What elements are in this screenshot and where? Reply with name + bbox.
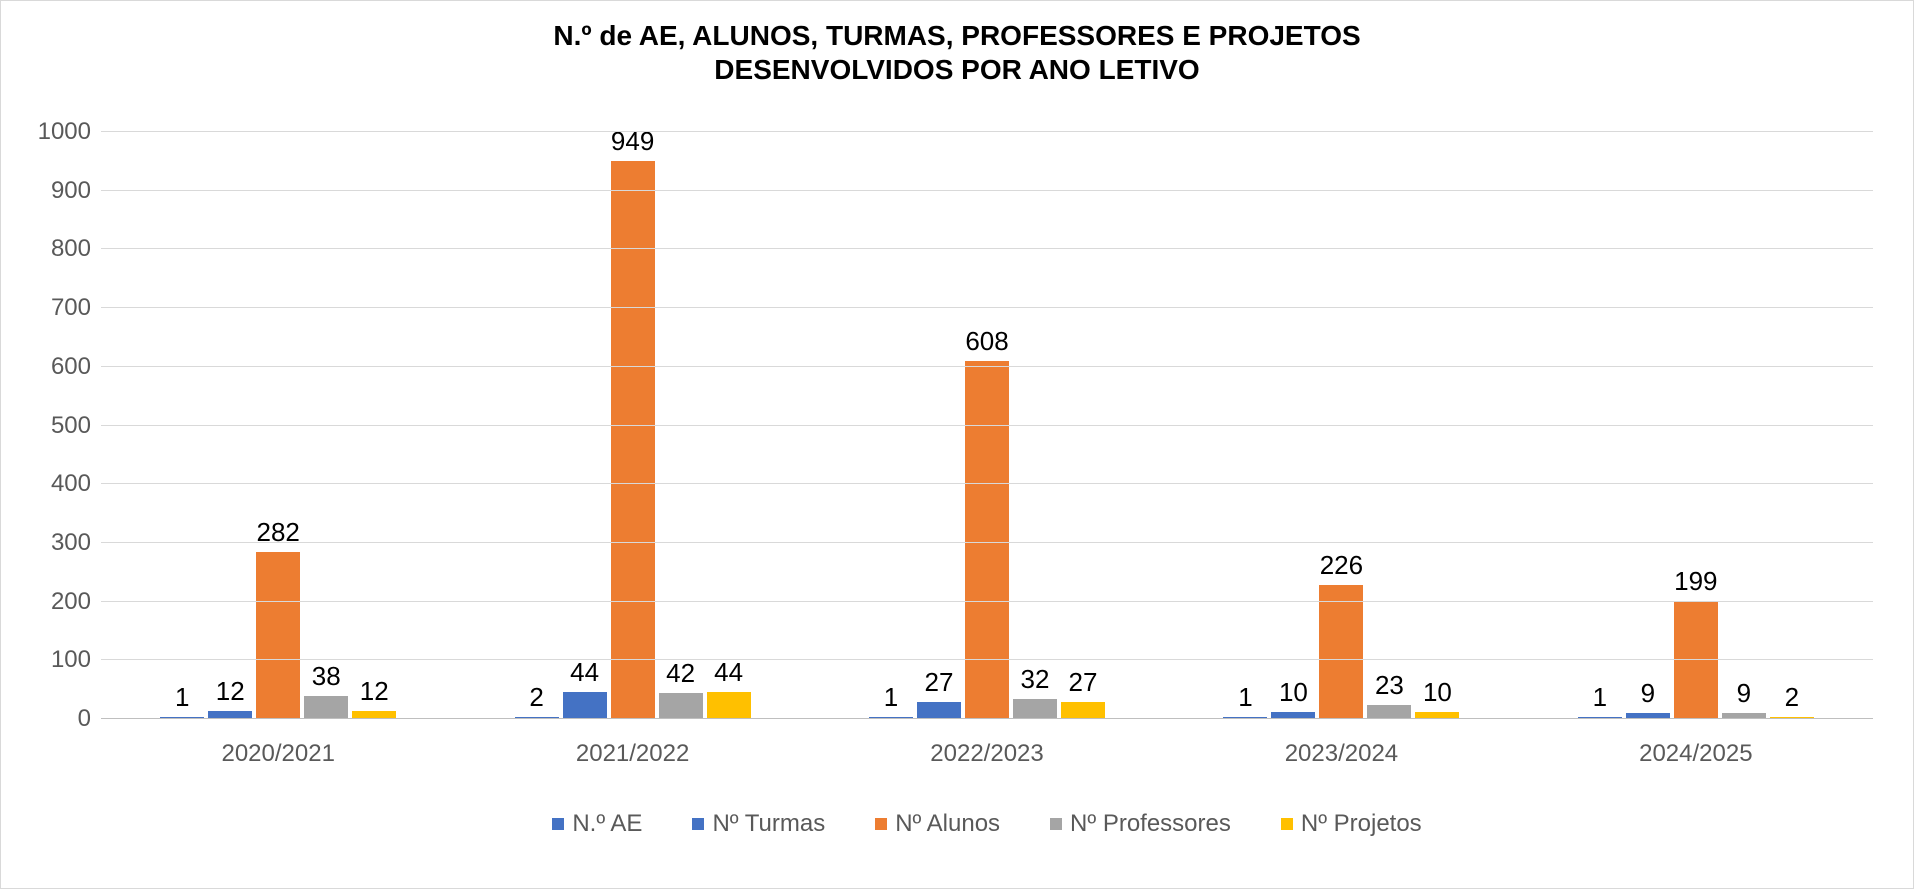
value-label: 1 bbox=[1593, 682, 1607, 717]
bar-proj: 12 bbox=[352, 711, 396, 718]
chart-title: N.º de AE, ALUNOS, TURMAS, PROFESSORES E… bbox=[21, 19, 1893, 86]
x-tick-label: 2023/2024 bbox=[1164, 740, 1518, 768]
value-label: 44 bbox=[570, 657, 599, 692]
value-label: 44 bbox=[714, 657, 743, 692]
gridline: 400 bbox=[101, 483, 1873, 484]
legend-item-proj: Nº Projetos bbox=[1281, 810, 1422, 838]
bar-proj: 44 bbox=[707, 692, 751, 718]
value-label: 32 bbox=[1021, 664, 1050, 699]
y-tick-label: 600 bbox=[51, 353, 101, 381]
chart-title-line2: DESENVOLVIDOS POR ANO LETIVO bbox=[21, 53, 1893, 87]
y-tick-label: 900 bbox=[51, 177, 101, 205]
bar-prof: 32 bbox=[1013, 699, 1057, 718]
x-tick-label: 2020/2021 bbox=[101, 740, 455, 768]
legend-item-ae: N.º AE bbox=[552, 810, 642, 838]
x-tick-label: 2021/2022 bbox=[455, 740, 809, 768]
legend: N.º AE Nº Turmas Nº Alunos Nº Professores Nº… bbox=[101, 810, 1873, 838]
legend-swatch bbox=[875, 818, 887, 830]
gridline: 700 bbox=[101, 307, 1873, 308]
y-tick-label: 400 bbox=[51, 470, 101, 498]
gridline: 100 bbox=[101, 659, 1873, 660]
legend-item-turmas: Nº Turmas bbox=[692, 810, 825, 838]
legend-swatch bbox=[1050, 818, 1062, 830]
legend-label: Nº Professores bbox=[1070, 810, 1231, 838]
x-tick-label: 2024/2025 bbox=[1519, 740, 1873, 768]
value-label: 23 bbox=[1375, 670, 1404, 705]
bar-alunos: 282 bbox=[256, 552, 300, 718]
value-label: 282 bbox=[257, 517, 300, 552]
value-label: 1 bbox=[175, 682, 189, 717]
gridline: 600 bbox=[101, 366, 1873, 367]
chart-title-line1: N.º de AE, ALUNOS, TURMAS, PROFESSORES E… bbox=[21, 19, 1893, 53]
bar-alunos: 949 bbox=[611, 161, 655, 718]
gridline: 500 bbox=[101, 425, 1873, 426]
legend-swatch bbox=[1281, 818, 1293, 830]
bar-turmas: 44 bbox=[563, 692, 607, 718]
y-tick-label: 500 bbox=[51, 412, 101, 440]
value-label: 1 bbox=[884, 682, 898, 717]
value-label: 27 bbox=[1069, 667, 1098, 702]
gridline: 0 bbox=[101, 718, 1873, 719]
value-label: 2 bbox=[529, 682, 543, 717]
value-label: 1 bbox=[1238, 682, 1252, 717]
x-axis-labels: 2020/20212021/20222022/20232023/20242024… bbox=[101, 740, 1873, 768]
legend-label: Nº Turmas bbox=[712, 810, 825, 838]
value-label: 27 bbox=[925, 667, 954, 702]
legend-swatch bbox=[552, 818, 564, 830]
value-label: 42 bbox=[666, 658, 695, 693]
gridline: 200 bbox=[101, 601, 1873, 602]
y-tick-label: 1000 bbox=[38, 118, 101, 146]
bar-prof: 42 bbox=[659, 693, 703, 718]
bar-prof: 23 bbox=[1367, 705, 1411, 719]
legend-label: N.º AE bbox=[572, 810, 642, 838]
y-tick-label: 100 bbox=[51, 646, 101, 674]
gridline: 800 bbox=[101, 248, 1873, 249]
value-label: 12 bbox=[360, 676, 389, 711]
x-tick-label: 2022/2023 bbox=[810, 740, 1164, 768]
value-label: 2 bbox=[1785, 682, 1799, 717]
legend-item-prof: Nº Professores bbox=[1050, 810, 1231, 838]
bar-proj: 27 bbox=[1061, 702, 1105, 718]
value-label: 9 bbox=[1641, 678, 1655, 713]
legend-label: Nº Alunos bbox=[895, 810, 1000, 838]
y-tick-label: 200 bbox=[51, 588, 101, 616]
bar-prof: 38 bbox=[304, 696, 348, 718]
value-label: 10 bbox=[1279, 677, 1308, 712]
value-label: 199 bbox=[1674, 566, 1717, 601]
value-label: 226 bbox=[1320, 550, 1363, 585]
bar-alunos: 608 bbox=[965, 361, 1009, 718]
gridline: 900 bbox=[101, 190, 1873, 191]
y-tick-label: 0 bbox=[78, 705, 101, 733]
legend-item-alunos: Nº Alunos bbox=[875, 810, 1000, 838]
value-label: 10 bbox=[1423, 677, 1452, 712]
legend-swatch bbox=[692, 818, 704, 830]
bar-alunos: 226 bbox=[1319, 585, 1363, 718]
plot-area: 1122823812244949424412760832271102262310… bbox=[101, 131, 1873, 718]
gridline: 300 bbox=[101, 542, 1873, 543]
y-tick-label: 300 bbox=[51, 529, 101, 557]
chart-frame: N.º de AE, ALUNOS, TURMAS, PROFESSORES E… bbox=[0, 0, 1914, 889]
value-label: 608 bbox=[965, 326, 1008, 361]
legend-label: Nº Projetos bbox=[1301, 810, 1422, 838]
value-label: 38 bbox=[312, 661, 341, 696]
bar-turmas: 12 bbox=[208, 711, 252, 718]
gridline: 1000 bbox=[101, 131, 1873, 132]
bar-turmas: 27 bbox=[917, 702, 961, 718]
value-label: 12 bbox=[216, 676, 245, 711]
y-tick-label: 800 bbox=[51, 235, 101, 263]
y-tick-label: 700 bbox=[51, 294, 101, 322]
value-label: 9 bbox=[1737, 678, 1751, 713]
